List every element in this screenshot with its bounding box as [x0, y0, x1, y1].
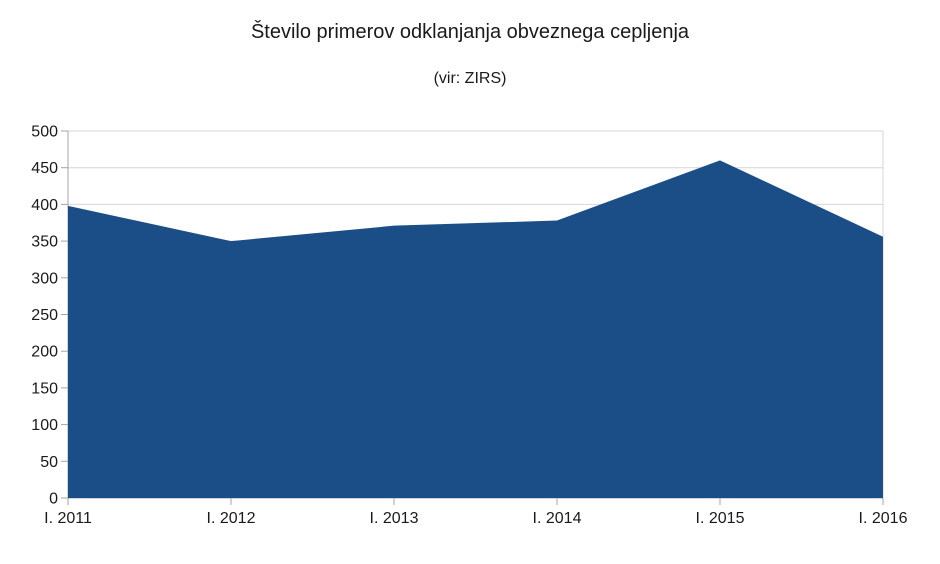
chart-title: Število primerov odklanjanja obveznega c… — [250, 21, 690, 43]
x-tick-label-1: I. 2012 — [207, 510, 256, 527]
y-tick-label-0: 0 — [49, 491, 58, 508]
x-tick-label-0: I. 2011 — [44, 510, 92, 527]
y-tick-label-300: 300 — [31, 270, 58, 287]
x-tick-label-4: I. 2015 — [696, 510, 745, 527]
y-tick-label-50: 50 — [40, 454, 58, 471]
y-tick-label-350: 350 — [31, 234, 58, 251]
y-tick-label-400: 400 — [31, 197, 58, 214]
x-tick-label-2: I. 2013 — [370, 510, 419, 527]
y-tick-label-150: 150 — [31, 380, 58, 397]
x-tick-label-5: I. 2016 — [859, 510, 908, 527]
y-tick-label-500: 500 — [31, 124, 58, 141]
y-tick-label-250: 250 — [31, 307, 58, 324]
y-tick-label-450: 450 — [31, 160, 58, 177]
y-tick-label-200: 200 — [31, 344, 58, 361]
y-tick-label-100: 100 — [31, 417, 58, 434]
x-tick-label-3: I. 2014 — [533, 510, 582, 527]
area-series — [68, 160, 883, 499]
chart-subtitle: (vir: ZIRS) — [433, 70, 507, 87]
